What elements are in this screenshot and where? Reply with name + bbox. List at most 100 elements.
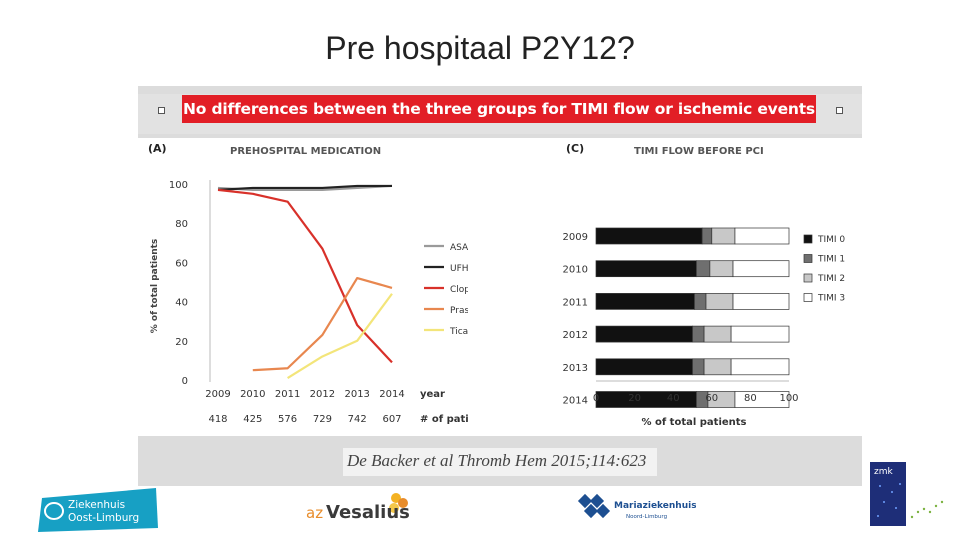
legend-label: TIMI 3 bbox=[817, 294, 845, 304]
zol-logo: Ziekenhuis Oost-Limburg bbox=[38, 488, 158, 532]
panel-a-patient-count: 576 bbox=[278, 414, 297, 425]
zmk-logo-name: zmk bbox=[874, 467, 893, 477]
line-ufh bbox=[217, 184, 392, 191]
bar-segment bbox=[595, 391, 697, 408]
legend-label: Clopidogrel-LD1 bbox=[450, 285, 468, 295]
panel-c-xtick: 20 bbox=[628, 393, 641, 404]
mariaziekenhuis-logo: Mariaziekenhuis Noord-Limburg bbox=[577, 493, 696, 520]
panel-a-patient-count: 425 bbox=[243, 414, 262, 425]
zmk-logo-dots bbox=[910, 500, 944, 519]
findings-banner: No differences between the three groups … bbox=[182, 95, 816, 123]
bar-segment bbox=[730, 358, 790, 376]
zol-logo-line1: Ziekenhuis bbox=[68, 499, 125, 511]
timi-flow-chart: (C) TIMI FLOW BEFORE PCI % of total pati… bbox=[563, 142, 846, 428]
zol-logo-emblem bbox=[44, 502, 64, 520]
panel-c-category: 2012 bbox=[563, 330, 588, 341]
line-asa bbox=[217, 184, 393, 191]
bar-segment bbox=[705, 293, 734, 310]
bar-segment bbox=[711, 227, 736, 245]
panel-a-xlabel: year bbox=[420, 389, 445, 400]
legend-label: ASA bbox=[450, 243, 468, 253]
bar-segment bbox=[703, 358, 732, 376]
line-prasugrel-ld1 bbox=[252, 276, 393, 372]
bar-segment bbox=[732, 293, 790, 310]
panel-c-title: TIMI FLOW BEFORE PCI bbox=[634, 146, 764, 157]
panel-c-xtick: 40 bbox=[667, 393, 680, 404]
bar-segment bbox=[734, 391, 790, 408]
legend-label: TIMI 0 bbox=[817, 235, 845, 245]
mariaziekenhuis-name: Mariaziekenhuis bbox=[614, 501, 696, 511]
panel-a-ytick: 80 bbox=[175, 219, 188, 230]
panel-a-ytick: 0 bbox=[182, 376, 188, 387]
bar-segment bbox=[595, 358, 693, 376]
zol-logo-shape bbox=[38, 488, 158, 532]
panel-a-ytick: 100 bbox=[169, 180, 188, 191]
bar-segment bbox=[595, 260, 697, 278]
panel-c-category: 2010 bbox=[563, 265, 588, 276]
legend-swatch bbox=[803, 293, 813, 302]
panel-c-category: 2014 bbox=[563, 396, 588, 407]
az-vesalius-name: Vesalius bbox=[326, 502, 410, 523]
panel-a-xtick: 2013 bbox=[344, 389, 369, 400]
zmk-logo: zmk bbox=[870, 462, 944, 526]
bar-segment bbox=[734, 227, 790, 245]
panel-a-xtick: 2010 bbox=[240, 389, 265, 400]
panel-c-xlabel: % of total patients bbox=[641, 417, 746, 428]
bar-segment bbox=[694, 293, 707, 310]
bar-segment bbox=[703, 325, 732, 343]
citation: De Backer et al Thromb Hem 2015;114:623 bbox=[347, 451, 647, 470]
panel-a-title: PREHOSPITAL MEDICATION bbox=[230, 146, 381, 157]
bar-segment bbox=[595, 293, 695, 310]
prehospital-medication-chart: (A) PREHOSPITAL MEDICATION % of total pa… bbox=[148, 142, 468, 425]
legend-label: Ticagrelor-LD1 bbox=[449, 327, 468, 337]
slide-title: Pre hospitaal P2Y12? bbox=[325, 30, 635, 66]
zmk-logo-stars bbox=[877, 483, 901, 517]
panel-a-xtick: 2012 bbox=[310, 389, 335, 400]
panel-a-ytick: 20 bbox=[175, 337, 188, 348]
line-clopidogrel-ld1 bbox=[217, 188, 393, 364]
panel-a-ytick: 40 bbox=[175, 298, 188, 309]
legend-label: TIMI 2 bbox=[817, 274, 845, 284]
panel-a-xtick: 2009 bbox=[205, 389, 230, 400]
az-vesalius-logo: az Vesalius bbox=[306, 493, 410, 523]
panel-c-xtick: 0 bbox=[593, 393, 599, 404]
zmk-logo-block bbox=[870, 462, 906, 526]
bar-segment bbox=[732, 260, 790, 278]
panel-c-xtick: 80 bbox=[744, 393, 757, 404]
bar-segment bbox=[595, 325, 693, 343]
panel-a-patient-count: 418 bbox=[208, 414, 227, 425]
panel-a-xtick: 2011 bbox=[275, 389, 300, 400]
bar-segment bbox=[709, 260, 734, 278]
legend-label: Prasugrel-LD1 bbox=[450, 306, 468, 316]
figure-panel: No differences between the three groups … bbox=[138, 86, 862, 486]
mariaziekenhuis-emblem bbox=[577, 493, 611, 519]
panel-c-category: 2011 bbox=[563, 297, 588, 308]
panel-a-patient-count: 742 bbox=[348, 414, 367, 425]
bar-segment bbox=[696, 260, 711, 278]
banner-left-dot bbox=[158, 107, 165, 114]
plot-area: (A) PREHOSPITAL MEDICATION % of total pa… bbox=[138, 138, 862, 436]
banner-right-dot bbox=[836, 107, 843, 114]
mariaziekenhuis-sub: Noord-Limburg bbox=[626, 514, 667, 520]
bar-segment bbox=[595, 227, 703, 245]
panel-c-xtick: 100 bbox=[779, 393, 798, 404]
bar-segment bbox=[730, 325, 790, 343]
az-vesalius-emblem bbox=[389, 493, 408, 513]
citation-box: De Backer et al Thromb Hem 2015;114:623 bbox=[343, 448, 657, 476]
panel-a-label: (A) bbox=[148, 142, 167, 155]
legend-swatch bbox=[803, 273, 813, 283]
panel-a-xtick: 2014 bbox=[379, 389, 404, 400]
legend-swatch bbox=[803, 254, 813, 263]
line-ticagrelor-ld1 bbox=[287, 293, 393, 379]
panel-a-patients-label: # of patients bbox=[420, 414, 468, 425]
legend-label: UFH bbox=[450, 264, 468, 274]
bar-segment bbox=[692, 358, 705, 376]
panel-c-label: (C) bbox=[566, 142, 584, 155]
panel-a-ytick: 60 bbox=[175, 258, 188, 269]
zol-logo-line2: Oost-Limburg bbox=[68, 512, 139, 524]
panel-c-xtick: 60 bbox=[705, 393, 718, 404]
panel-a-patient-count: 607 bbox=[382, 414, 401, 425]
panel-c-category: 2009 bbox=[563, 232, 588, 243]
az-vesalius-prefix: az bbox=[306, 504, 323, 522]
panel-a-ylabel: % of total patients bbox=[150, 239, 160, 334]
